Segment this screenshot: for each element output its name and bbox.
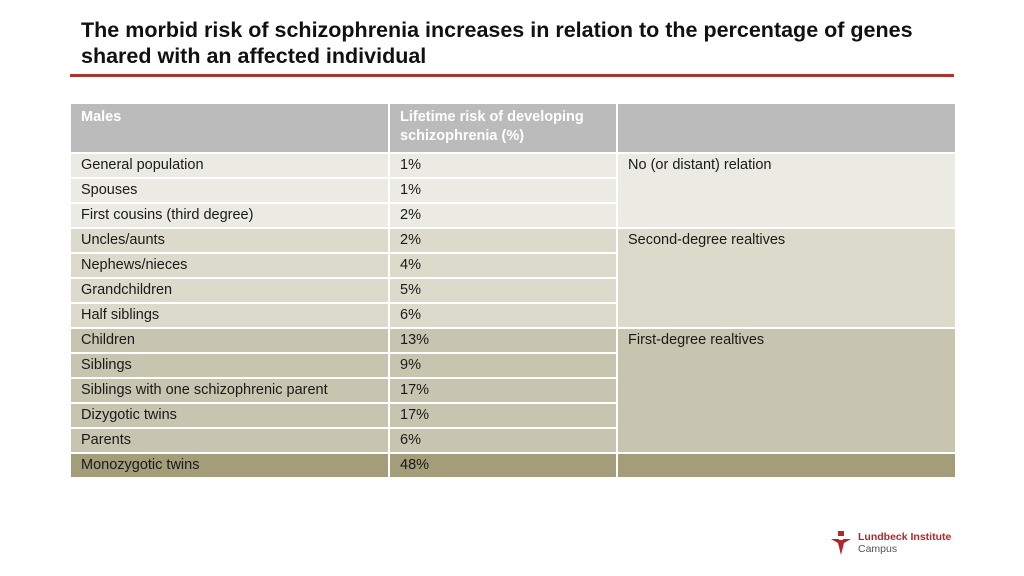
relation-cell: Siblings (69, 352, 390, 379)
risk-cell: 9% (388, 352, 618, 379)
table-row: Monozygotic twins 48% (69, 452, 957, 479)
relation-cell: Dizygotic twins (69, 402, 390, 429)
header-relation-group (616, 102, 957, 154)
table-row: Children 13% First-degree realtives (69, 327, 957, 454)
risk-table: Males Lifetime risk of developing schizo… (69, 102, 957, 479)
relation-cell: Parents (69, 427, 390, 454)
risk-cell: 4% (388, 252, 618, 279)
logo-name: Lundbeck Institute (858, 531, 952, 543)
relation-cell: Half siblings (69, 302, 390, 329)
risk-cell: 5% (388, 277, 618, 304)
table-row: Nephews/nieces 4% (69, 252, 956, 279)
relation-cell: Siblings with one schizophrenic parent (69, 377, 390, 404)
relation-cell: Children (69, 327, 390, 354)
slide-title: The morbid risk of schizophrenia increas… (81, 18, 913, 68)
risk-cell: 1% (388, 152, 618, 179)
group-label-identical (616, 452, 957, 479)
table-row: Uncles/aunts 2% Second-degree realtives (69, 227, 957, 329)
table-row: Grandchildren 5% (69, 277, 956, 304)
logo-subtitle: Campus (858, 543, 898, 555)
table-row: Parents 6% (69, 427, 956, 454)
risk-cell: 2% (388, 227, 618, 254)
relation-cell: Monozygotic twins (69, 452, 390, 479)
table-row: First cousins (third degree) 2% (69, 202, 956, 229)
title-divider (70, 74, 954, 77)
header-males: Males (69, 102, 390, 154)
table-row: General population 1% No (or distant) re… (69, 152, 957, 229)
risk-cell: 13% (388, 327, 618, 354)
table-row: Dizygotic twins 17% (69, 402, 956, 429)
relation-cell: Nephews/nieces (69, 252, 390, 279)
lundbeck-logo: Lundbeck Institute Campus (830, 530, 951, 556)
group-label-second-degree: Second-degree realtives (616, 227, 957, 329)
risk-cell: 1% (388, 177, 618, 204)
table-row: Spouses 1% (69, 177, 956, 204)
relation-cell: Grandchildren (69, 277, 390, 304)
risk-cell: 48% (388, 452, 618, 479)
relation-cell: Spouses (69, 177, 390, 204)
table-row: Siblings 9% (69, 352, 956, 379)
risk-cell: 6% (388, 302, 618, 329)
table-header-row: Males Lifetime risk of developing schizo… (69, 102, 957, 154)
risk-cell: 6% (388, 427, 618, 454)
group-label-no-relation: No (or distant) relation (616, 152, 957, 229)
group-label-first-degree: First-degree realtives (616, 327, 957, 454)
relation-cell: Uncles/aunts (69, 227, 390, 254)
risk-cell: 17% (388, 377, 618, 404)
table-row: Half siblings 6% (69, 302, 956, 329)
lundbeck-logo-icon (831, 531, 851, 555)
risk-cell: 17% (388, 402, 618, 429)
relation-cell: General population (69, 152, 390, 179)
relation-cell: First cousins (third degree) (69, 202, 390, 229)
header-lifetime-risk: Lifetime risk of developing schizophreni… (388, 102, 618, 154)
risk-cell: 2% (388, 202, 618, 229)
table-row: Siblings with one schizophrenic parent 1… (69, 377, 956, 404)
